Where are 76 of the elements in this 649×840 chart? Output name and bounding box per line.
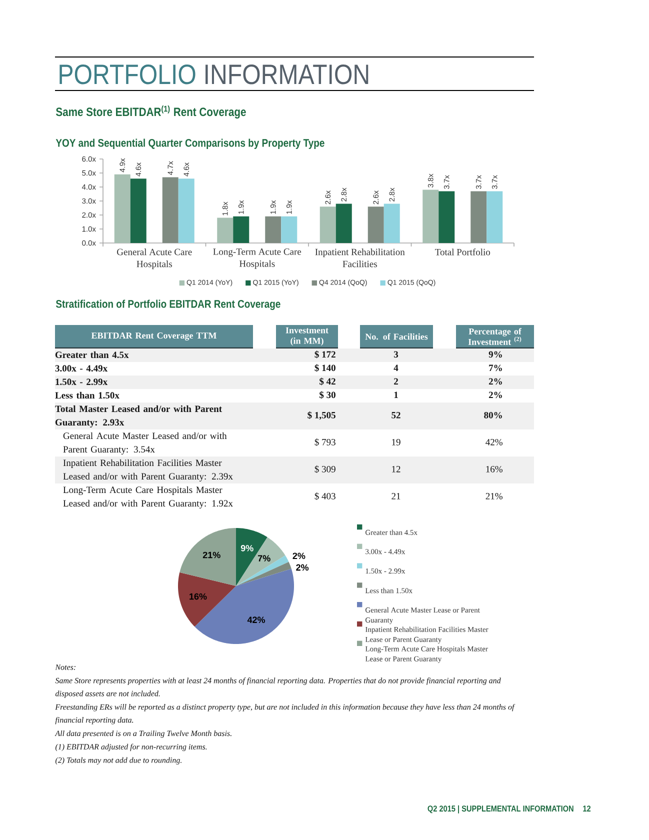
x-tick-label: Long-Term Acute Care Hospitals <box>213 248 302 269</box>
text: Freestanding ERs will be reported as a distinct property type, but are not included in this information because they have less than 24 months of financial reporting data. <box>55 704 516 724</box>
data-label: 2% <box>296 564 309 571</box>
data-label: 19 <box>392 438 400 446</box>
data-label: 9% <box>240 544 254 552</box>
category-label: Less than 1.50x <box>55 392 120 399</box>
bar <box>384 204 400 243</box>
data-label: 7% <box>258 555 270 562</box>
data-label: $ 403 <box>314 492 336 500</box>
bar <box>320 206 336 243</box>
data-label: 12 <box>392 466 400 472</box>
bar <box>217 218 234 243</box>
bar <box>438 191 455 243</box>
bar <box>130 178 146 243</box>
data-label: $ 30 <box>320 391 336 399</box>
text: INFORMATION <box>206 64 368 84</box>
data-label: 9% <box>488 351 502 358</box>
bar <box>265 216 282 243</box>
data-label: 2 <box>394 378 398 385</box>
data-label: 42% <box>486 438 502 446</box>
category-label: General Acute Master Leased and/or with Parent Guaranty: 3.54x <box>63 432 227 454</box>
chart-title: Same Store EBITDAR$^{(1)}$ Rent Coverage <box>56 106 246 119</box>
data-label: 4 <box>394 364 398 372</box>
data-label: $ 172 <box>314 350 336 358</box>
data-label: $ 1,505 <box>308 411 336 420</box>
data-label: 2% <box>488 392 502 398</box>
category-label: 3.00x - 4.49x <box>55 365 108 372</box>
data-label: 21% <box>486 492 502 500</box>
data-label: 3 <box>394 351 398 358</box>
data-label: 42% <box>247 616 266 624</box>
text: Stratification of Portfolio EBITDAR Rent Coverage <box>56 300 280 310</box>
bar <box>422 190 439 243</box>
bar <box>162 177 178 243</box>
data-label: 1 <box>394 392 398 398</box>
bar <box>281 216 298 243</box>
data-label: 21 <box>392 492 400 500</box>
x-tick-label: Total Portfolio <box>435 248 490 256</box>
data-label: 2% <box>292 552 306 560</box>
data-label: 52 <box>392 412 400 418</box>
series-label: Investment (in MM) <box>286 327 328 346</box>
text: Percentage of Investment $^{(2)}$ <box>468 328 522 345</box>
x-tick-label: General Acute Care Hospitals <box>117 248 192 270</box>
data-label: 2% <box>488 378 502 385</box>
data-label: 80% <box>484 412 502 418</box>
text: PORTFOLIO <box>60 64 196 84</box>
bar <box>233 216 250 243</box>
data-label: 7% <box>489 364 502 372</box>
category-label: Long-Term Acute Care Hospitals Master Leased and/or with Parent Guaranty: 1.92x <box>63 486 233 508</box>
text: Same Store represents properties with at least 24 months of financial reporting data. Properties that do not provide financial reporting and disposed assets are not included. <box>55 678 501 698</box>
text: Notes: <box>55 664 76 670</box>
category-label: Inpatient Rehabilitation Facilities Master Leased and/or with Parent Guaranty: 2.39x <box>63 459 233 482</box>
data-label: $ 42 <box>320 378 336 386</box>
bar <box>368 206 384 243</box>
bar <box>470 191 487 243</box>
text: Q2 2015 | SUPPLEMENTAL INFORMATION <box>428 805 574 814</box>
category-label: Total Master Leased and/or with Parent Guaranty: 2.93x <box>55 405 222 428</box>
bar <box>178 178 194 243</box>
category-label: Greater than 4.5x <box>55 351 129 358</box>
data-label: $ 309 <box>314 465 336 473</box>
text: No. of Facilities <box>365 333 428 340</box>
text: All data presented is on a Trailing Twelve Month basis. <box>54 730 232 738</box>
text: EBITDAR Rent Coverage TTM <box>91 332 216 340</box>
data-label: $ 793 <box>314 438 336 446</box>
bar <box>336 204 352 243</box>
x-tick-label: Inpatient Rehabilitation Facilities <box>315 248 405 268</box>
chart-subtitle: YOY and Sequential Quarter Comparisons by Property Type <box>56 138 324 149</box>
text: 12 <box>583 806 591 812</box>
data-label: $ 140 <box>314 364 336 372</box>
data-label: 16% <box>190 593 207 600</box>
category-label: 1.50x - 2.99x <box>56 378 108 386</box>
data-label: 16% <box>486 466 502 472</box>
bar <box>114 174 130 243</box>
text: (2) Totals may not add due to rounding. <box>55 757 182 765</box>
text: (1) EBITDAR adjusted for non-recurring items. <box>55 744 207 752</box>
data-label: 21% <box>202 552 220 558</box>
bar <box>486 191 503 243</box>
